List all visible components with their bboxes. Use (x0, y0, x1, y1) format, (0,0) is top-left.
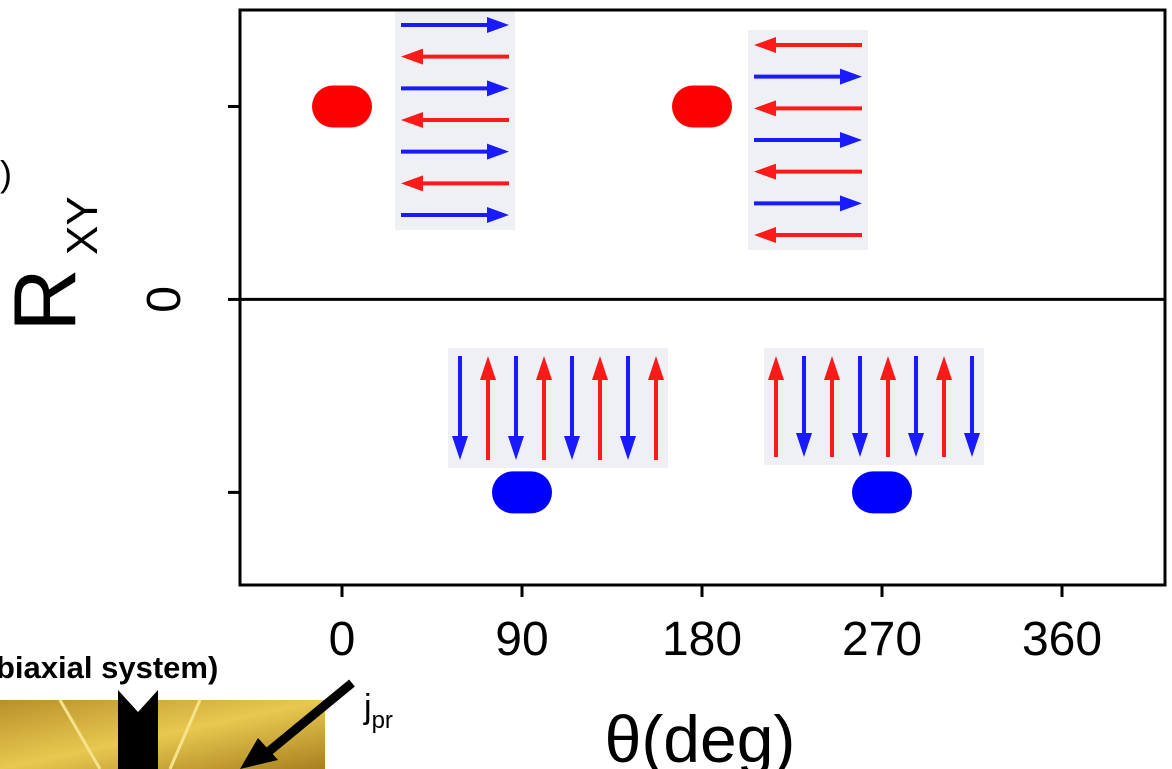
spin-arrow (754, 163, 776, 180)
spin-arrow (648, 356, 664, 380)
spin-arrow (508, 436, 524, 460)
current-arrow (240, 679, 355, 769)
spin-arrow (852, 433, 868, 457)
data-point (852, 471, 912, 514)
data-point (672, 85, 732, 128)
spin-inset (764, 348, 984, 465)
spin-inset (448, 348, 668, 468)
y-tick-label: 0 (138, 286, 191, 313)
spin-arrow (592, 356, 608, 380)
spin-arrow (880, 356, 896, 380)
spin-arrow (620, 436, 636, 460)
plot-frame (238, 8, 1167, 587)
spin-arrow (401, 175, 423, 192)
spin-arrow (796, 433, 812, 457)
spin-arrow (964, 433, 980, 457)
y-axis-label: R (0, 268, 94, 332)
spin-arrow (487, 207, 509, 223)
spin-arrow (908, 433, 924, 457)
x-tick-label: 90 (495, 613, 548, 666)
y-axis-label: XY (58, 196, 107, 255)
spin-arrow (564, 436, 580, 460)
annotation: jpr (363, 688, 393, 734)
device-photo (0, 690, 325, 769)
spin-arrow (840, 68, 862, 85)
spin-arrow (401, 112, 423, 128)
spin-arrow (754, 227, 776, 243)
spin-arrow (768, 356, 784, 380)
spin-arrow (480, 356, 496, 380)
annotation: ) (0, 153, 12, 194)
data-point (312, 85, 372, 128)
annotation: pr (372, 707, 393, 734)
x-tick-label: 180 (662, 613, 742, 666)
x-axis-label: θ(deg) (605, 702, 796, 769)
spin-arrow (401, 48, 423, 65)
spin-arrow (452, 436, 468, 460)
data-point (492, 471, 552, 514)
x-tick-label: 360 (1022, 613, 1102, 666)
x-tick-label: 0 (329, 613, 356, 666)
spin-arrow (840, 132, 862, 148)
spin-arrow (487, 80, 509, 97)
spin-arrow (840, 195, 862, 212)
annotation: j (363, 688, 372, 726)
spin-arrow (487, 17, 509, 33)
annotation: biaxial system) (0, 650, 218, 685)
x-tick-label: 270 (842, 613, 922, 666)
spin-arrow (487, 143, 509, 160)
y-axis-label: R XY (0, 196, 107, 331)
spin-arrow (754, 100, 776, 117)
spin-arrow (754, 37, 776, 53)
spin-arrow (824, 356, 840, 380)
spin-arrow (536, 356, 552, 380)
spin-arrow (936, 356, 952, 380)
